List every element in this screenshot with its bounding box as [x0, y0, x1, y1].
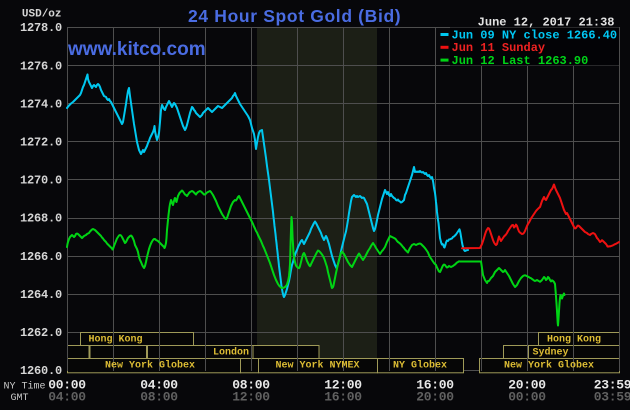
svg-text:08:00: 08:00 — [140, 390, 178, 405]
svg-text:New York Globex: New York Globex — [504, 360, 594, 372]
svg-text:1276.0: 1276.0 — [20, 59, 62, 73]
svg-text:00:00: 00:00 — [48, 378, 86, 393]
svg-text:04:00: 04:00 — [140, 378, 178, 393]
svg-text:London: London — [213, 347, 249, 359]
svg-text:Jun 09 NY close 1266.40: Jun 09 NY close 1266.40 — [452, 28, 618, 42]
svg-text:GMT: GMT — [11, 393, 29, 404]
svg-text:1262.0: 1262.0 — [20, 326, 62, 340]
svg-text:Jun 11 Sunday: Jun 11 Sunday — [452, 41, 546, 55]
svg-text:12:00: 12:00 — [324, 378, 362, 393]
svg-text:23:59: 23:59 — [594, 378, 630, 393]
svg-text:24 Hour Spot Gold (Bid): 24 Hour Spot Gold (Bid) — [188, 6, 401, 26]
svg-text:04:00: 04:00 — [48, 390, 86, 405]
svg-text:1266.0: 1266.0 — [20, 250, 62, 264]
svg-text:1272.0: 1272.0 — [20, 136, 62, 150]
svg-text:Hong Kong: Hong Kong — [89, 335, 143, 346]
svg-text:1274.0: 1274.0 — [20, 97, 62, 111]
svg-text:Sydney: Sydney — [533, 347, 569, 359]
svg-text:USD/oz: USD/oz — [22, 9, 62, 21]
svg-text:16:00: 16:00 — [324, 390, 362, 405]
svg-text:Jun 12 Last 1263.90: Jun 12 Last 1263.90 — [452, 54, 589, 68]
svg-text:03:59: 03:59 — [594, 390, 630, 405]
svg-text:00:00: 00:00 — [508, 390, 546, 405]
svg-text:12:00: 12:00 — [232, 390, 270, 405]
svg-text:1264.0: 1264.0 — [20, 288, 62, 302]
svg-text:16:00: 16:00 — [416, 378, 454, 393]
svg-text:www.kitco.com: www.kitco.com — [67, 39, 206, 60]
svg-text:New York Globex: New York Globex — [105, 360, 195, 372]
svg-text:New York NYMEX: New York NYMEX — [275, 360, 359, 372]
svg-text:NY Time: NY Time — [4, 380, 46, 392]
svg-text:20:00: 20:00 — [508, 378, 546, 393]
svg-text:20:00: 20:00 — [416, 390, 454, 405]
svg-text:1268.0: 1268.0 — [20, 212, 62, 226]
svg-text:1278.0: 1278.0 — [20, 21, 62, 35]
svg-text:June 12, 2017 21:38: June 12, 2017 21:38 — [478, 15, 615, 29]
svg-text:08:00: 08:00 — [232, 378, 270, 393]
svg-text:NY Globex: NY Globex — [393, 360, 447, 372]
svg-text:1270.0: 1270.0 — [20, 174, 62, 188]
svg-text:1260.0: 1260.0 — [20, 364, 62, 378]
svg-text:Hong Kong: Hong Kong — [547, 335, 601, 346]
